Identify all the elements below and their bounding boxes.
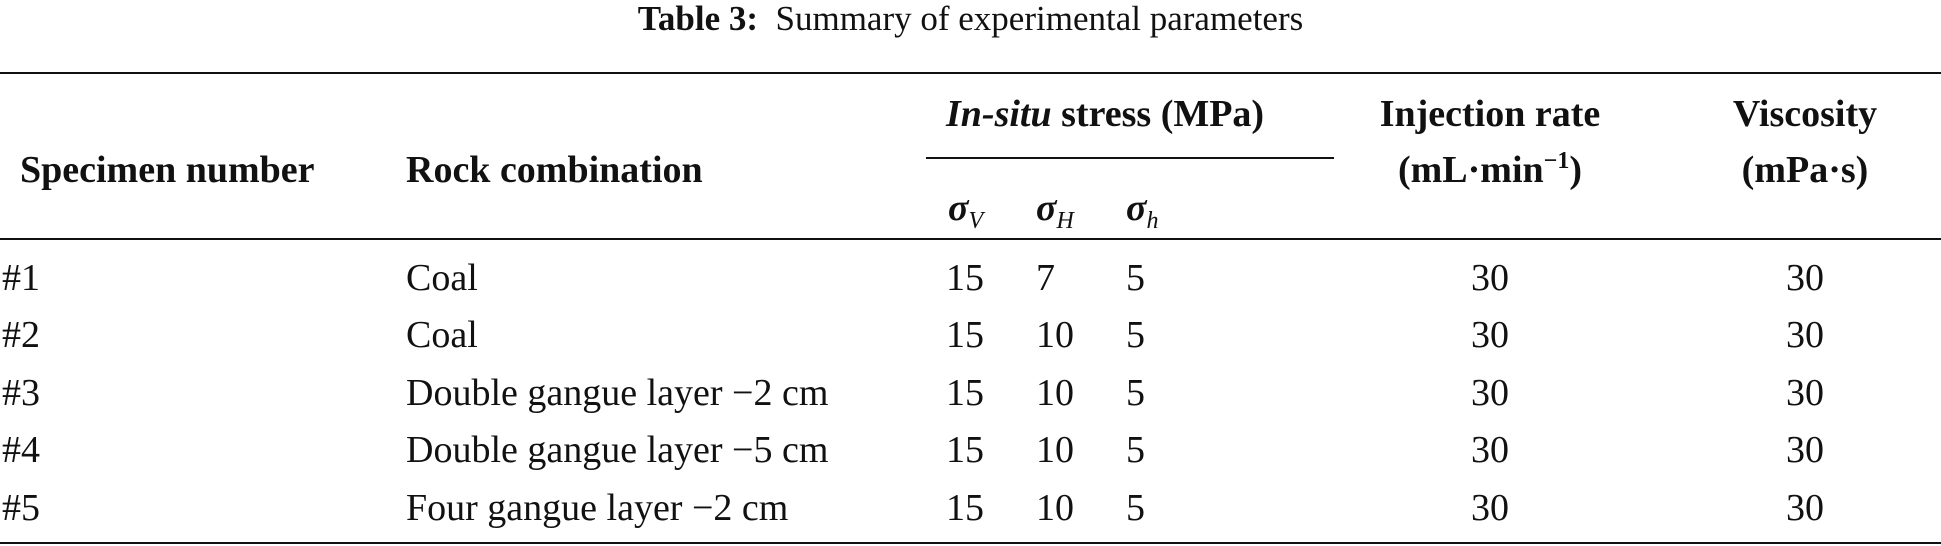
injection-unit-base: (mL·min <box>1397 149 1544 191</box>
header-stress-unit: stress (MPa) <box>1061 93 1265 135</box>
top-rule <box>0 72 1941 74</box>
bottom-rule <box>0 542 1941 544</box>
table-caption: Table 3: Summary of experimental paramet… <box>0 0 1941 38</box>
header-in-situ-italic: In-situ <box>946 93 1052 135</box>
cell-rock: Coal <box>406 257 478 299</box>
cell-injection-rate: 30 <box>1471 372 1509 414</box>
cell-sigma-h: 5 <box>1126 314 1145 356</box>
cell-injection-rate: 30 <box>1471 429 1509 471</box>
caption-label: Table 3: <box>637 0 759 38</box>
header-sigma-h: σh <box>1126 186 1158 233</box>
sigma-v-symbol: σ <box>948 187 969 229</box>
cell-rock: Double gangue layer −5 cm <box>406 429 829 471</box>
stress-subheader-rule <box>926 157 1334 159</box>
sigma-H-symbol: σ <box>1036 187 1057 229</box>
cell-sigma-v: 15 <box>946 429 984 471</box>
cell-viscosity: 30 <box>1786 257 1824 299</box>
cell-sigma-v: 15 <box>946 257 984 299</box>
cell-sigma-h: 5 <box>1126 372 1145 414</box>
cell-sigma-H: 7 <box>1036 257 1055 299</box>
injection-unit-close: ) <box>1569 149 1583 191</box>
cell-sigma-v: 15 <box>946 372 984 414</box>
cell-sigma-H: 10 <box>1036 487 1074 529</box>
cell-sigma-v: 15 <box>946 314 984 356</box>
injection-unit-exponent: −1 <box>1543 148 1570 174</box>
cell-specimen: #5 <box>2 487 40 529</box>
cell-sigma-v: 15 <box>946 487 984 529</box>
cell-injection-rate: 30 <box>1471 257 1509 299</box>
header-viscosity-unit: (mPa·s) <box>1741 149 1869 191</box>
cell-injection-rate: 30 <box>1471 314 1509 356</box>
cell-rock: Double gangue layer −2 cm <box>406 372 829 414</box>
cell-rock: Four gangue layer −2 cm <box>406 487 789 529</box>
header-injection-rate-line1: Injection rate <box>1379 93 1601 135</box>
sigma-h-subscript: h <box>1146 208 1159 234</box>
sigma-v-subscript: V <box>968 208 984 234</box>
header-rock-combination: Rock combination <box>406 149 703 191</box>
cell-specimen: #1 <box>2 257 40 299</box>
cell-viscosity: 30 <box>1786 429 1824 471</box>
header-sigma-H: σH <box>1036 186 1074 233</box>
cell-injection-rate: 30 <box>1471 487 1509 529</box>
cell-sigma-H: 10 <box>1036 372 1074 414</box>
cell-viscosity: 30 <box>1786 487 1824 529</box>
cell-sigma-h: 5 <box>1126 429 1145 471</box>
header-specimen-number: Specimen number <box>20 149 315 191</box>
cell-specimen: #4 <box>2 429 40 471</box>
cell-sigma-H: 10 <box>1036 429 1074 471</box>
cell-viscosity: 30 <box>1786 372 1824 414</box>
cell-specimen: #3 <box>2 372 40 414</box>
header-injection-rate-unit: (mL·min−1) <box>1340 148 1640 192</box>
header-viscosity-line1: Viscosity <box>1732 93 1878 135</box>
caption-text: Summary of experimental parameters <box>775 0 1304 38</box>
header-rule <box>0 238 1941 240</box>
header-sigma-v: σV <box>948 186 983 233</box>
cell-sigma-h: 5 <box>1126 257 1145 299</box>
cell-viscosity: 30 <box>1786 314 1824 356</box>
cell-sigma-H: 10 <box>1036 314 1074 356</box>
cell-rock: Coal <box>406 314 478 356</box>
sigma-H-subscript: H <box>1056 208 1074 234</box>
sigma-h-symbol: σ <box>1126 187 1147 229</box>
header-in-situ-stress: In-situ stress (MPa) <box>946 92 1264 136</box>
cell-specimen: #2 <box>2 314 40 356</box>
cell-sigma-h: 5 <box>1126 487 1145 529</box>
